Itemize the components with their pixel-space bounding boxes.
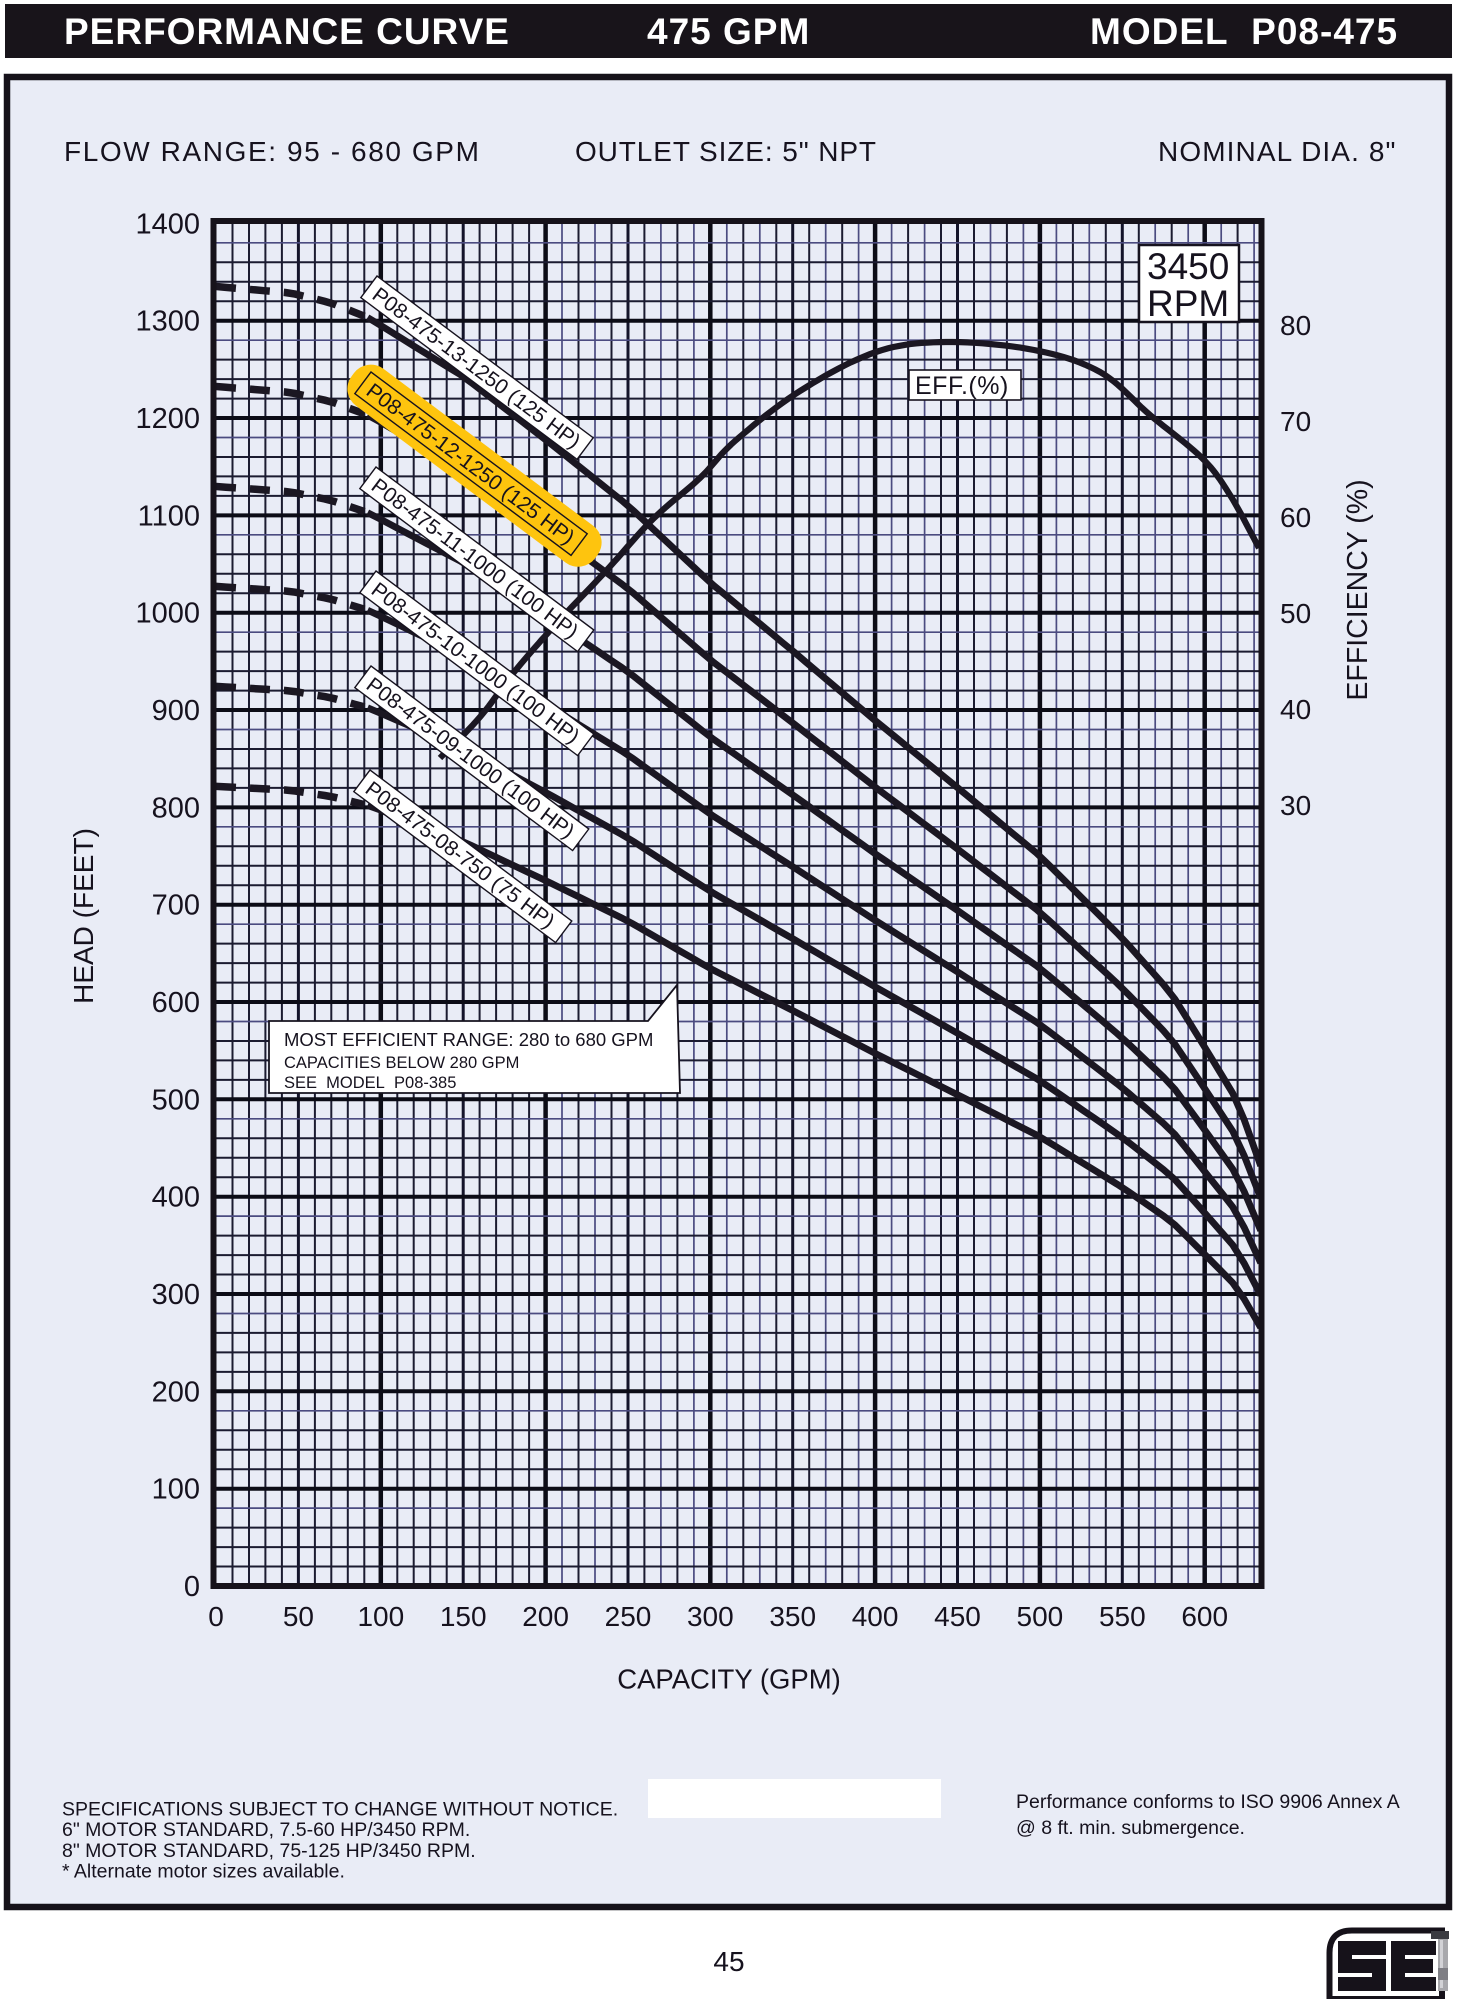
- svg-text:MOST EFFICIENT RANGE: 280 to 6: MOST EFFICIENT RANGE: 280 to 680 GPM: [284, 1029, 653, 1050]
- svg-text:EFFICIENCY (%): EFFICIENCY (%): [1342, 479, 1374, 700]
- svg-text:250: 250: [605, 1601, 652, 1632]
- svg-text:8" MOTOR STANDARD, 75-125 HP/3: 8" MOTOR STANDARD, 75-125 HP/3450 RPM.: [62, 1840, 476, 1862]
- svg-text:500: 500: [152, 1084, 200, 1116]
- svg-text:350: 350: [769, 1601, 816, 1632]
- svg-text:CAPACITY (GPM): CAPACITY (GPM): [617, 1664, 841, 1695]
- svg-text:80: 80: [1280, 310, 1311, 341]
- svg-text:0: 0: [184, 1571, 200, 1603]
- svg-text:40: 40: [1280, 694, 1311, 725]
- svg-text:OUTLET SIZE: 5" NPT: OUTLET SIZE: 5" NPT: [575, 136, 877, 167]
- svg-text:1400: 1400: [135, 208, 200, 240]
- svg-text:EFF.(%): EFF.(%): [915, 372, 1009, 400]
- svg-text:200: 200: [152, 1376, 200, 1408]
- svg-text:1000: 1000: [135, 598, 200, 630]
- svg-text:30: 30: [1280, 790, 1311, 821]
- svg-text:450: 450: [934, 1601, 981, 1632]
- svg-text:60: 60: [1280, 502, 1311, 533]
- svg-text:400: 400: [152, 1182, 200, 1214]
- svg-text:1300: 1300: [135, 306, 200, 338]
- svg-text:900: 900: [152, 695, 200, 727]
- svg-text:800: 800: [152, 792, 200, 824]
- svg-text:SEE MODEL P08-385: SEE MODEL P08-385: [284, 1074, 456, 1092]
- svg-text:300: 300: [152, 1279, 200, 1311]
- svg-text:700: 700: [152, 890, 200, 922]
- svg-text:475 GPM: 475 GPM: [647, 11, 810, 52]
- svg-text:CAPACITIES BELOW 280 GPM: CAPACITIES BELOW 280 GPM: [284, 1054, 519, 1072]
- svg-text:45: 45: [713, 1946, 744, 1977]
- svg-text:MODEL P08-475: MODEL P08-475: [1090, 11, 1398, 52]
- svg-text:NOMINAL DIA. 8": NOMINAL DIA. 8": [1158, 136, 1397, 167]
- svg-text:PERFORMANCE CURVE: PERFORMANCE CURVE: [64, 11, 510, 52]
- svg-text:3450: 3450: [1147, 246, 1229, 287]
- svg-text:400: 400: [852, 1601, 899, 1632]
- svg-text:200: 200: [522, 1601, 569, 1632]
- svg-text:600: 600: [152, 987, 200, 1019]
- svg-text:50: 50: [1280, 598, 1311, 629]
- svg-text:70: 70: [1280, 406, 1311, 437]
- svg-text:Performance conforms to ISO 99: Performance conforms to ISO 9906 Annex A: [1016, 1791, 1400, 1813]
- svg-text:100: 100: [357, 1601, 404, 1632]
- svg-text:1200: 1200: [135, 403, 200, 435]
- svg-text:HEAD (FEET): HEAD (FEET): [68, 828, 99, 1004]
- svg-text:6" MOTOR STANDARD, 7.5-60 HP/3: 6" MOTOR STANDARD, 7.5-60 HP/3450 RPM.: [62, 1819, 470, 1841]
- svg-text:50: 50: [283, 1601, 314, 1632]
- svg-text:1100: 1100: [138, 500, 200, 532]
- svg-text:* Alternate motor sizes availa: * Alternate motor sizes available.: [62, 1861, 345, 1883]
- svg-text:100: 100: [152, 1474, 200, 1506]
- svg-text:300: 300: [687, 1601, 734, 1632]
- svg-text:FLOW RANGE: 95 - 680 GPM: FLOW RANGE: 95 - 680 GPM: [64, 136, 481, 167]
- svg-text:600: 600: [1181, 1601, 1228, 1632]
- svg-text:SPECIFICATIONS SUBJECT TO CHAN: SPECIFICATIONS SUBJECT TO CHANGE WITHOUT…: [62, 1799, 618, 1821]
- svg-text:0: 0: [208, 1601, 224, 1632]
- svg-text:150: 150: [440, 1601, 487, 1632]
- svg-text:RPM: RPM: [1147, 283, 1229, 324]
- svg-text:550: 550: [1099, 1601, 1146, 1632]
- svg-text:@ 8 ft. min. submergence.: @ 8 ft. min. submergence.: [1016, 1817, 1245, 1839]
- svg-text:500: 500: [1017, 1601, 1064, 1632]
